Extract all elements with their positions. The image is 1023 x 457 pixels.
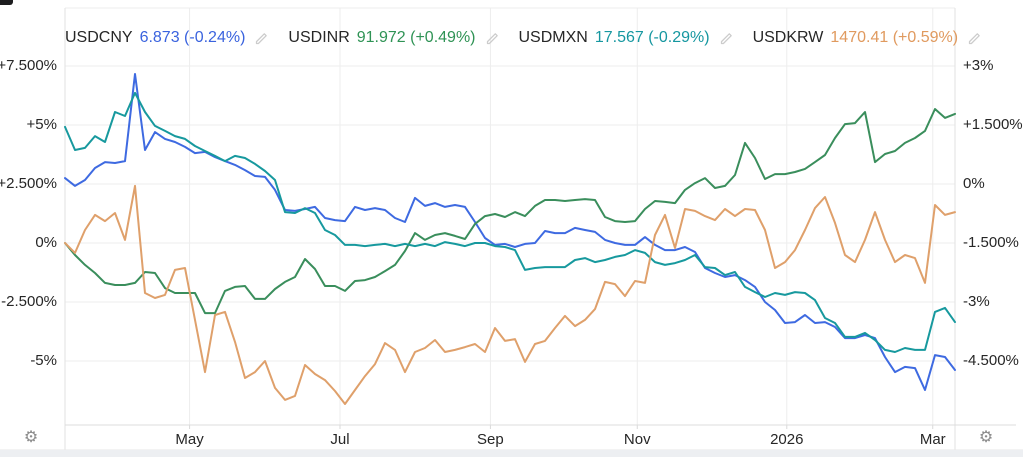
symbol-label: USDMXN <box>518 29 588 46</box>
edit-pencil-icon[interactable] <box>719 31 734 46</box>
legend-item-usdcny[interactable]: USDCNY 6.873 (-0.24%) <box>65 29 269 47</box>
symbol-quote: 91.972 (+0.49%) <box>356 29 476 46</box>
symbol-quote: 1470.41 (+0.59%) <box>830 29 959 46</box>
symbol-label: USDCNY <box>65 29 133 46</box>
symbol-label: USDINR <box>288 29 350 46</box>
chart-legend: USDCNY 6.873 (-0.24%) USDINR 91.972 (+0.… <box>65 26 982 50</box>
page-background-strip <box>0 450 1023 457</box>
legend-item-usdmxn[interactable]: USDMXN 17.567 (-0.29%) <box>519 29 734 47</box>
window-corner-artifact <box>0 0 13 5</box>
settings-gear-icon-left[interactable]: ⚙ <box>23 429 39 446</box>
symbol-quote: 17.567 (-0.29%) <box>594 29 710 46</box>
legend-item-usdkrw[interactable]: USDKRW 1470.41 (+0.59%) <box>753 29 982 47</box>
symbol-quote: 6.873 (-0.24%) <box>139 29 246 46</box>
legend-item-usdinr[interactable]: USDINR 91.972 (+0.49%) <box>288 29 499 47</box>
edit-pencil-icon[interactable] <box>485 31 500 46</box>
settings-gear-icon-right[interactable]: ⚙ <box>978 429 994 446</box>
edit-pencil-icon[interactable] <box>254 31 269 46</box>
symbol-label: USDKRW <box>752 29 824 46</box>
edit-pencil-icon[interactable] <box>967 31 982 46</box>
